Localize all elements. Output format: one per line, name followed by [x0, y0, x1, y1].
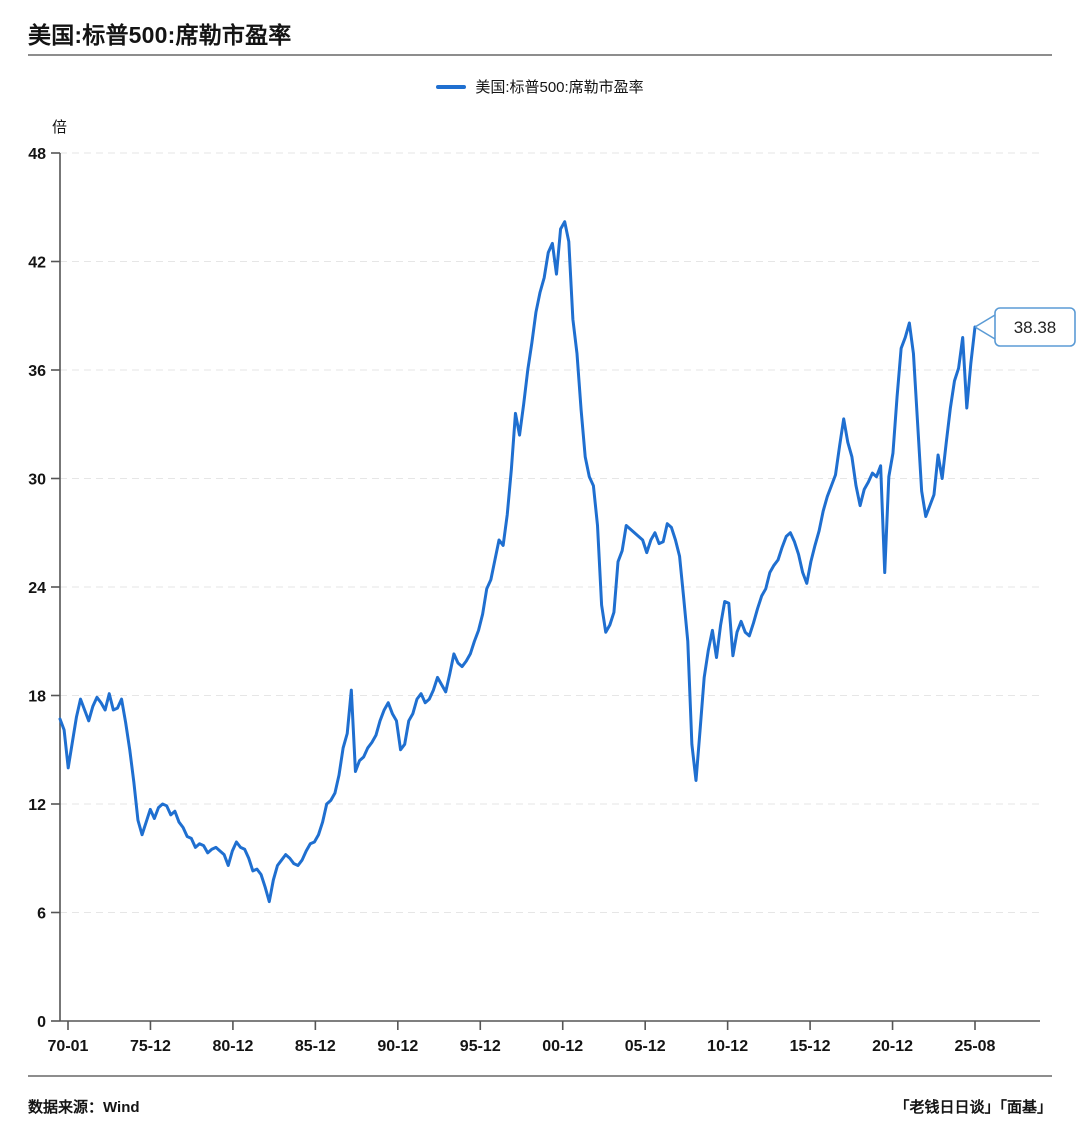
data-source-label: 数据来源：Wind [28, 1099, 140, 1116]
x-axis-tick-label: 75-12 [130, 1038, 171, 1055]
y-axis-unit-label: 倍 [52, 119, 68, 136]
x-axis-tick-label: 20-12 [872, 1038, 913, 1055]
x-axis-ticks-group: 70-01 75-12 80-12 85-12 90-12 95-12 00-12 05-12… [48, 1021, 996, 1055]
y-axis-tick-label: 42 [28, 255, 46, 272]
callout-box [994, 307, 1076, 347]
footer-divider [28, 1075, 1052, 1077]
legend-swatch-icon [436, 84, 467, 89]
gridlines-group [60, 152, 1040, 913]
y-axis-ticks-group: 0 6 12 18 24 30 36 42 48 [28, 146, 60, 1031]
y-axis-tick-label: 6 [37, 906, 46, 923]
callout-value-text: 38.38 [1014, 318, 1057, 337]
legend-item-label: 美国:标普500:席勒市盈率 [475, 79, 644, 96]
data-label-callout: 38.38 [974, 307, 1076, 347]
x-axis-tick-label: 80-12 [212, 1038, 253, 1055]
y-axis-tick-label: 48 [28, 146, 46, 163]
chart-header: 美国:标普500:席勒市盈率 [0, 0, 1080, 58]
x-axis-tick-label: 10-12 [707, 1038, 748, 1055]
y-axis-tick-label: 0 [37, 1014, 46, 1031]
x-axis-tick-label: 05-12 [625, 1038, 666, 1055]
y-axis-tick-label: 12 [28, 797, 46, 814]
x-axis-tick-label: 00-12 [542, 1038, 583, 1055]
credit-label: 「老钱日日谈」「面基」 [894, 1099, 1052, 1116]
x-axis-tick-label: 85-12 [295, 1038, 336, 1055]
y-axis-tick-label: 36 [28, 363, 46, 380]
x-axis-tick-label: 95-12 [460, 1038, 501, 1055]
header-divider [28, 54, 1052, 56]
y-axis-tick-label: 24 [28, 580, 46, 597]
x-axis-tick-label: 25-08 [955, 1038, 996, 1055]
callout-leader-line [974, 314, 996, 340]
y-axis-tick-label: 30 [28, 472, 46, 489]
series-line-美国-标普500-席勒市盈率 [58, 220, 977, 904]
x-axis-tick-label: 90-12 [377, 1038, 418, 1055]
x-axis-tick-label: 15-12 [790, 1038, 831, 1055]
page-title: 美国:标普500:席勒市盈率 [28, 22, 292, 48]
y-axis-tick-label: 18 [28, 689, 46, 706]
chart-legend: 美国:标普500:席勒市盈率 [0, 76, 1080, 97]
x-axis-tick-label: 70-01 [48, 1038, 89, 1055]
